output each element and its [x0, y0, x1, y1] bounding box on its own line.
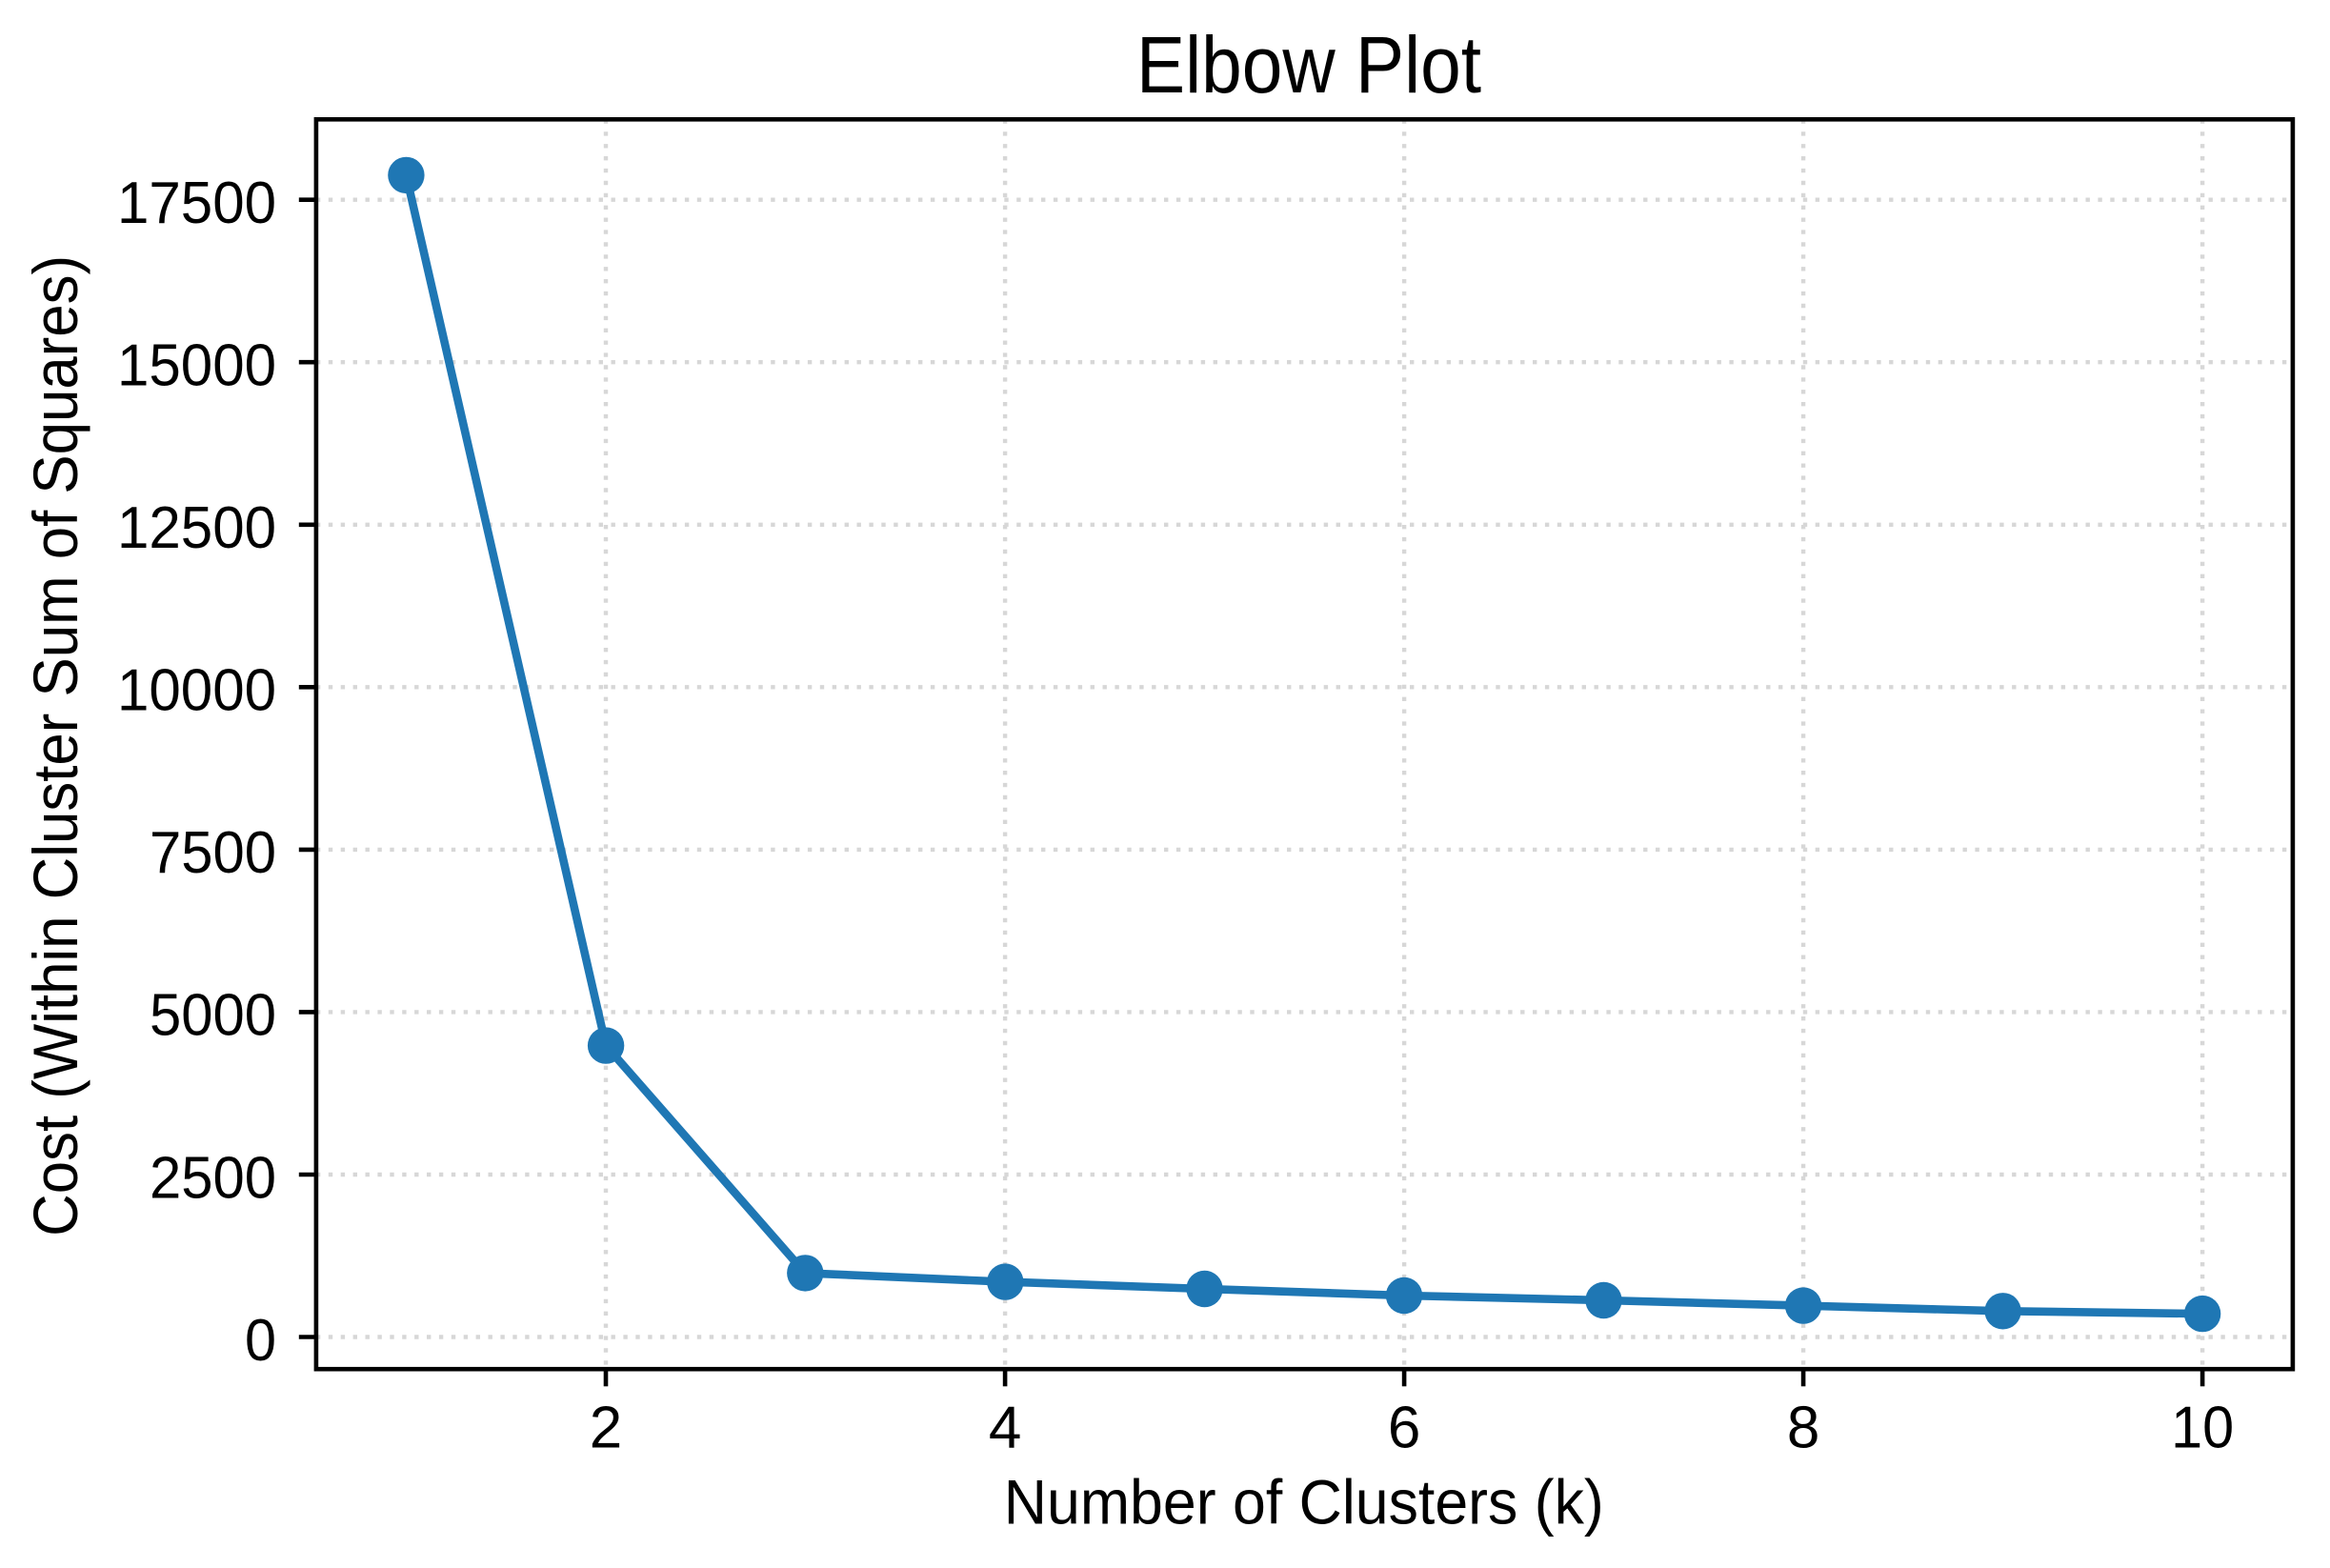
svg-text:10: 10 [2171, 1396, 2234, 1461]
svg-text:0: 0 [245, 1308, 276, 1374]
svg-text:7500: 7500 [150, 820, 276, 886]
svg-text:10000: 10000 [117, 658, 276, 724]
svg-text:Cost (Within Cluster Sum of Sq: Cost (Within Cluster Sum of Squares) [21, 255, 91, 1236]
svg-text:17500: 17500 [117, 171, 276, 236]
svg-text:2: 2 [590, 1396, 622, 1461]
svg-text:12500: 12500 [117, 495, 276, 561]
svg-text:4: 4 [989, 1396, 1021, 1461]
svg-text:15000: 15000 [117, 333, 276, 399]
svg-text:Number of Clusters (k): Number of Clusters (k) [1004, 1468, 1604, 1538]
svg-text:8: 8 [1787, 1396, 1819, 1461]
svg-text:5000: 5000 [150, 983, 276, 1049]
svg-text:6: 6 [1388, 1396, 1420, 1461]
svg-text:2500: 2500 [150, 1145, 276, 1211]
svg-text:Elbow Plot: Elbow Plot [1136, 20, 1481, 110]
